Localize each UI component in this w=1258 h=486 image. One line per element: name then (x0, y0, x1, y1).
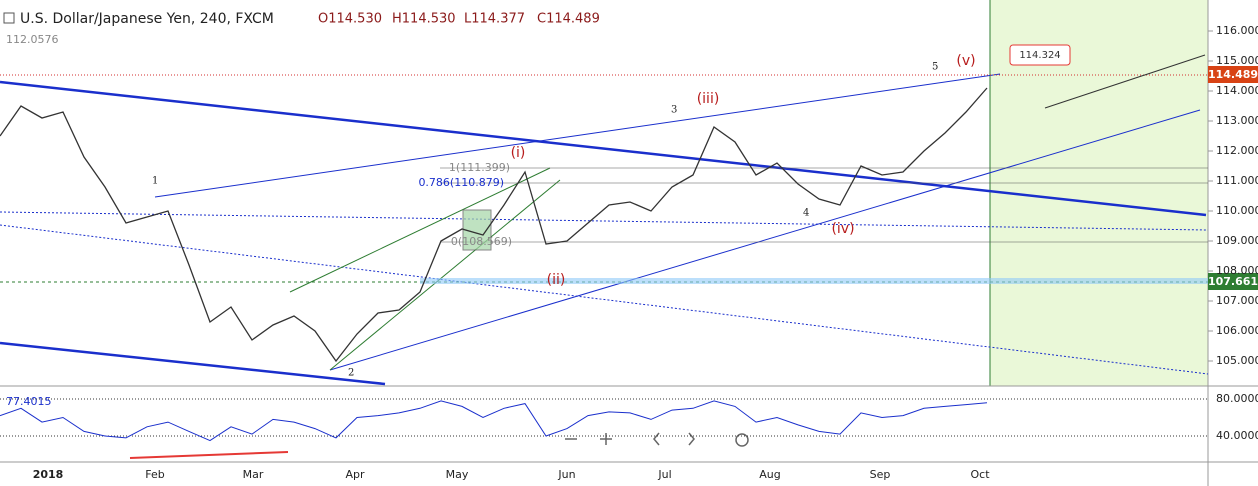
trend-line (0, 224, 1209, 375)
trend-line (0, 211, 1209, 231)
callout-box (1009, 44, 1071, 66)
fib-label: 0.786(110.879) (418, 176, 504, 189)
scroll-right[interactable] (688, 432, 695, 446)
price-tick-label: 109.000 (1216, 234, 1258, 247)
time-label: 2018 (33, 468, 64, 481)
toolbar (565, 432, 749, 447)
trend-line (0, 341, 386, 386)
price-tick-label: 115.000 (1216, 54, 1258, 67)
price-tick-label: 107.000 (1216, 294, 1258, 307)
wave-label: (iv) (831, 221, 854, 237)
arrow (1044, 54, 1206, 109)
collapse-icon[interactable] (3, 12, 15, 24)
rsi-current: 77.4015 (6, 395, 52, 408)
price-tick-label: 114.000 (1216, 84, 1258, 97)
trend-line (154, 73, 1001, 198)
callout: 114.324 (1019, 50, 1060, 61)
price-tick-label: 110.000 (1216, 204, 1258, 217)
wave-label: (ii) (547, 272, 566, 288)
high: H114.530 (392, 12, 456, 27)
wave-label: 5 (932, 62, 938, 73)
level-price: 107.661 (1208, 275, 1258, 288)
symbol: U.S. Dollar/Japanese Yen, 240, FXCM (20, 11, 274, 27)
level-badge (1208, 273, 1258, 290)
channel-line (289, 167, 551, 293)
fib-label: 1(111.399) (449, 161, 510, 174)
price-tick-label: 108.000 (1216, 264, 1258, 277)
ma-value: 112.0576 (6, 33, 59, 46)
price-tick-label: 112.000 (1216, 144, 1258, 157)
wave-label: 3 (671, 105, 677, 116)
wave-label: (i) (511, 145, 526, 161)
price-tick-label: 113.000 (1216, 114, 1258, 127)
wave-label: 4 (803, 208, 809, 219)
reset[interactable] (735, 433, 749, 447)
fib-label: 0(108.569) (451, 235, 512, 248)
time-label: Sep (870, 468, 891, 481)
last-price-badge (1208, 66, 1258, 83)
price-tick-label: 111.000 (1216, 174, 1258, 187)
time-label: Mar (243, 468, 264, 481)
open: O114.530 (318, 12, 382, 27)
wave-label: 2 (348, 368, 354, 379)
time-label: Oct (970, 468, 990, 481)
rsi-line (0, 400, 988, 442)
low: L114.377 (464, 12, 525, 27)
last-price: 114.489 (1208, 68, 1258, 81)
wave-label: 1 (152, 176, 158, 187)
trend-line (0, 80, 1207, 217)
time-label: May (446, 468, 469, 481)
rsi-divergence (129, 451, 289, 459)
level-zone (420, 278, 1208, 284)
scroll-left[interactable] (653, 432, 660, 446)
price-line (0, 87, 988, 363)
time-label: Apr (345, 468, 365, 481)
price-tick-label: 116.000 (1216, 24, 1258, 37)
close: C114.489 (537, 12, 600, 27)
wave-label: (iii) (697, 91, 720, 107)
zoom-in[interactable] (600, 433, 612, 445)
wave-label: (v) (956, 53, 975, 69)
rsi-tick-label: 40.0000 (1216, 429, 1258, 442)
channel-line (329, 179, 561, 371)
time-label: Feb (145, 468, 164, 481)
rsi-tick-label: 80.0000 (1216, 392, 1258, 405)
price-tick-label: 105.000 (1216, 354, 1258, 367)
time-label: Jun (557, 468, 575, 481)
time-label: Aug (759, 468, 780, 481)
trend-line (329, 109, 1201, 371)
time-label: Jul (657, 468, 671, 481)
price-tick-label: 106.000 (1216, 324, 1258, 337)
